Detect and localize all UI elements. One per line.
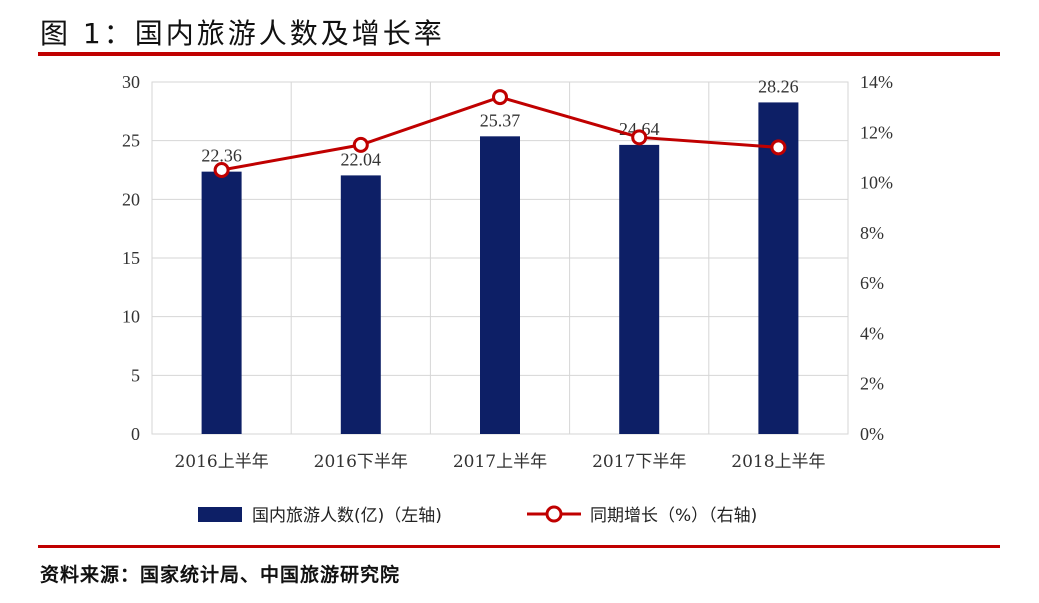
source-note: 资料来源：国家统计局、中国旅游研究院 — [40, 564, 401, 586]
bar-value-label: 28.26 — [758, 76, 799, 96]
bar — [758, 102, 799, 434]
bar-value-label: 25.37 — [480, 110, 521, 130]
legend-line-marker — [545, 505, 563, 523]
legend: 国内旅游人数(亿)（左轴) 同期增长（%）（右轴) — [198, 505, 757, 526]
growth-point — [770, 139, 787, 156]
right-tick-label: 8% — [860, 223, 884, 243]
category-label: 2017下半年 — [592, 452, 686, 472]
growth-point — [352, 136, 369, 153]
bar-value-label: 22.04 — [341, 149, 382, 169]
left-tick-label: 0 — [131, 424, 140, 444]
category-label: 2018上半年 — [731, 452, 825, 472]
right-tick-label: 4% — [860, 323, 884, 343]
bar-series — [201, 102, 799, 435]
bottom-rule — [38, 545, 1000, 548]
legend-bar-swatch — [198, 507, 242, 522]
category-label: 2016上半年 — [174, 452, 268, 472]
top-rule — [38, 52, 1000, 56]
right-tick-label: 2% — [860, 374, 884, 394]
left-axis-ticks: 0 5 10 15 20 25 30 — [122, 72, 140, 444]
growth-point — [492, 89, 508, 106]
category-label: 2017上半年 — [453, 452, 547, 472]
left-tick-label: 20 — [122, 189, 140, 209]
legend-line-label: 同期增长（%）（右轴) — [590, 506, 757, 526]
right-tick-label: 10% — [860, 173, 893, 193]
bar — [340, 175, 381, 434]
left-tick-label: 30 — [122, 72, 140, 92]
line-series — [213, 89, 787, 178]
bar — [619, 144, 660, 434]
legend-bar-label: 国内旅游人数(亿)（左轴) — [252, 506, 442, 526]
category-label: 2016下半年 — [314, 452, 408, 472]
right-tick-label: 0% — [860, 424, 884, 444]
figure-title: 图 1：国内旅游人数及增长率 — [40, 17, 445, 50]
growth-point — [631, 129, 648, 146]
right-tick-label: 12% — [860, 122, 893, 142]
left-tick-label: 15 — [122, 248, 140, 268]
category-labels: 2016上半年 2016下半年 2017上半年 2017下半年 2018上半年 — [174, 452, 825, 472]
growth-point — [213, 162, 230, 178]
right-axis-ticks: 0% 2% 4% 6% 8% 10% 12% 14% — [860, 72, 893, 444]
right-tick-label: 6% — [860, 273, 884, 293]
bar — [480, 136, 520, 435]
left-tick-label: 25 — [122, 131, 140, 151]
left-tick-label: 10 — [122, 307, 140, 327]
right-tick-label: 14% — [860, 72, 893, 92]
bar-value-label: 22.36 — [201, 146, 242, 166]
left-tick-label: 5 — [131, 365, 140, 385]
bar — [201, 171, 242, 434]
